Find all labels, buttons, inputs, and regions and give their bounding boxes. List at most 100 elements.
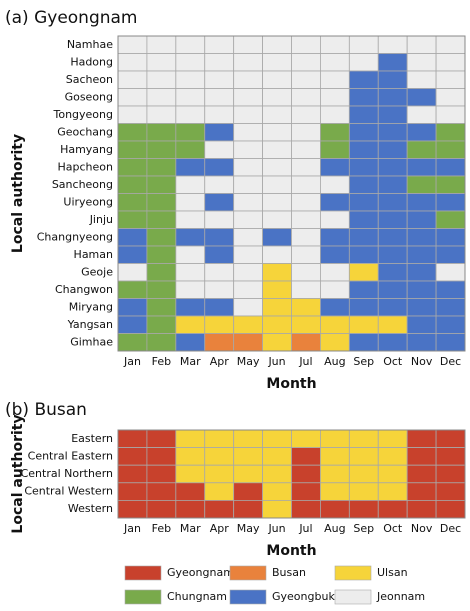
cell — [435, 210, 466, 229]
y-tick-label: Changwon — [55, 283, 113, 296]
cell — [233, 123, 263, 142]
cell — [377, 333, 408, 352]
cell — [146, 70, 177, 89]
cell — [435, 158, 466, 177]
x-tick-label: Nov — [411, 355, 433, 368]
cell — [406, 228, 437, 247]
panel-title: (a) Gyeongnam — [5, 8, 138, 28]
cell — [435, 140, 466, 159]
cell — [262, 53, 292, 72]
cell — [435, 499, 466, 519]
cell — [175, 333, 206, 352]
x-tick-label: Sep — [353, 355, 374, 368]
cell — [204, 35, 235, 54]
cell — [377, 447, 408, 466]
cell — [291, 333, 321, 352]
cell — [146, 35, 177, 54]
y-tick-label: Eastern — [71, 432, 113, 445]
cell — [348, 263, 379, 282]
y-tick-label: Haman — [74, 248, 113, 261]
cell — [175, 70, 206, 89]
cell — [175, 88, 206, 107]
cell — [204, 315, 235, 334]
cell — [204, 429, 235, 449]
x-tick-label: Dec — [440, 522, 461, 535]
cell — [291, 447, 321, 466]
cell — [406, 35, 437, 54]
x-tick-label: Apr — [210, 522, 230, 535]
cell — [291, 88, 321, 107]
cell — [406, 53, 437, 72]
cell — [435, 315, 466, 334]
cell — [348, 298, 379, 317]
cell — [406, 123, 437, 142]
cell — [233, 280, 263, 299]
cell — [320, 53, 350, 72]
cell — [291, 499, 321, 519]
cell — [348, 105, 379, 124]
cell — [377, 210, 408, 229]
cell — [320, 298, 350, 317]
x-tick-label: Mar — [180, 522, 201, 535]
cell — [117, 429, 148, 449]
cell — [406, 482, 437, 501]
cell — [377, 499, 408, 519]
cell — [117, 105, 148, 124]
cell — [175, 228, 206, 247]
cell — [204, 263, 235, 282]
cell — [204, 140, 235, 159]
cell — [291, 263, 321, 282]
cell — [117, 482, 148, 501]
cell — [377, 105, 408, 124]
cell — [320, 228, 350, 247]
cell — [204, 499, 235, 519]
cell — [117, 298, 148, 317]
cell — [320, 429, 350, 449]
cell — [348, 447, 379, 466]
legend-label: Ulsan — [377, 566, 408, 579]
cell — [175, 280, 206, 299]
cell — [406, 263, 437, 282]
cell — [175, 123, 206, 142]
cell — [291, 280, 321, 299]
cell — [377, 158, 408, 177]
y-tick-label: Hapcheon — [58, 160, 114, 173]
cell — [435, 175, 466, 194]
cell — [262, 499, 292, 519]
cell — [406, 210, 437, 229]
cell — [117, 333, 148, 352]
cell — [291, 315, 321, 334]
cell — [262, 105, 292, 124]
cell — [262, 245, 292, 264]
cell — [233, 210, 263, 229]
cell — [406, 499, 437, 519]
cell — [262, 228, 292, 247]
cell — [348, 70, 379, 89]
x-tick-label: Aug — [324, 355, 345, 368]
cell — [146, 123, 177, 142]
x-tick-label: Feb — [152, 522, 171, 535]
cell — [348, 35, 379, 54]
cell — [406, 315, 437, 334]
y-tick-label: Miryang — [69, 300, 113, 313]
x-tick-label: Dec — [440, 355, 461, 368]
cell — [320, 193, 350, 212]
legend-swatch — [334, 589, 372, 605]
cell — [320, 333, 350, 352]
cell — [146, 499, 177, 519]
cell — [117, 447, 148, 466]
cell — [320, 210, 350, 229]
legend-swatch — [334, 565, 372, 581]
cell — [348, 210, 379, 229]
cell — [233, 193, 263, 212]
cell — [291, 140, 321, 159]
cell — [117, 464, 148, 484]
cell — [435, 70, 466, 89]
cell — [406, 175, 437, 194]
cell — [406, 447, 437, 466]
cell — [233, 482, 263, 501]
x-tick-label: Jun — [267, 355, 285, 368]
y-tick-label: Hamyang — [60, 143, 113, 156]
cell — [117, 210, 148, 229]
